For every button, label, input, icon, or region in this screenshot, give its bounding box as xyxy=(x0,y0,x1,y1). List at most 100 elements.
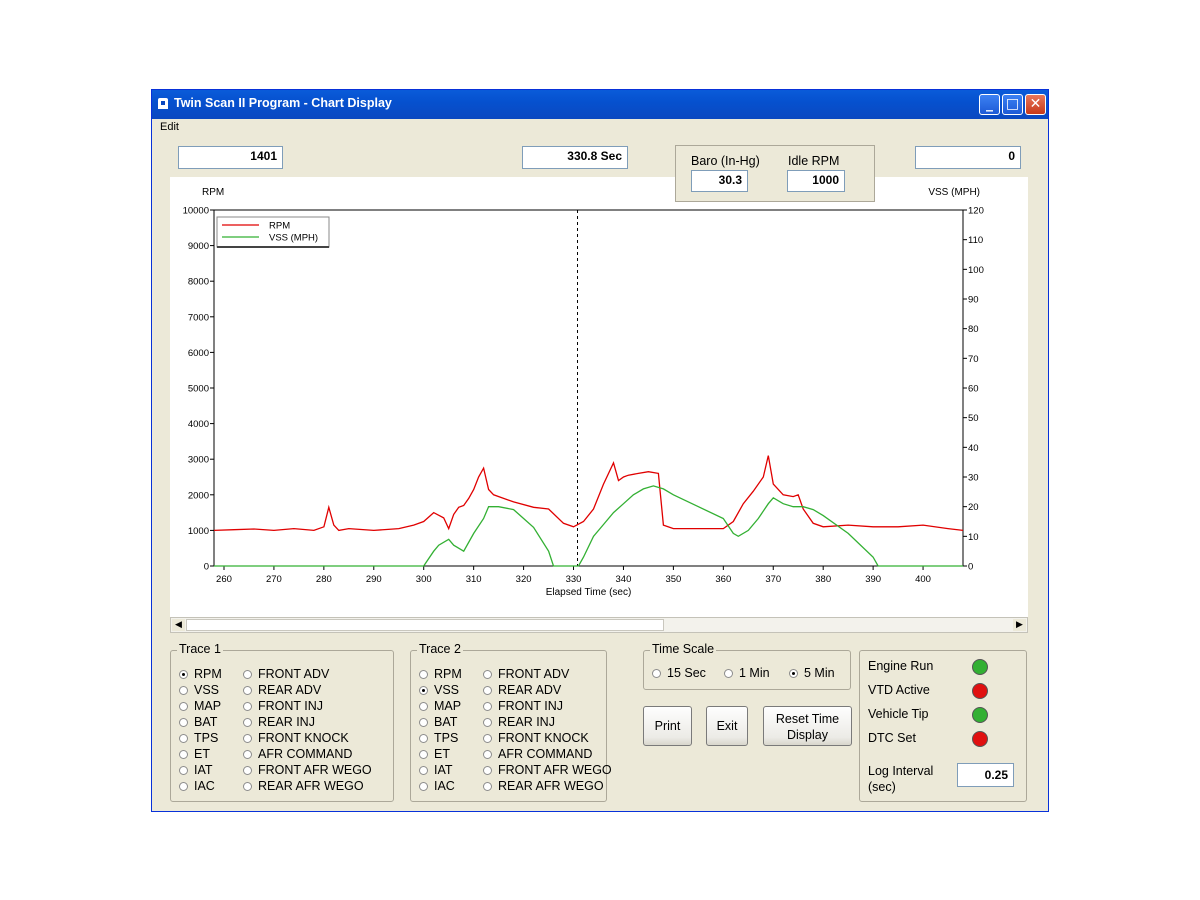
radio-circle-icon[interactable] xyxy=(483,718,492,727)
trace2-radio-et[interactable]: ET xyxy=(419,747,450,762)
trace2-radio-tps[interactable]: TPS xyxy=(419,731,458,746)
radio-circle-icon[interactable] xyxy=(483,750,492,759)
radio-circle-icon[interactable] xyxy=(724,669,733,678)
x-tick-label: 280 xyxy=(316,574,332,585)
trace1-radio-front-inj[interactable]: FRONT INJ xyxy=(243,699,323,714)
radio-circle-icon[interactable] xyxy=(243,782,252,791)
menu-edit[interactable]: Edit xyxy=(160,121,179,133)
legend-entry: VSS (MPH) xyxy=(269,233,318,244)
idle-rpm-field[interactable]: 1000 xyxy=(787,170,845,192)
radio-circle-icon[interactable] xyxy=(419,766,428,775)
trace2-radio-front-afr-wego[interactable]: FRONT AFR WEGO xyxy=(483,763,612,778)
radio-circle-icon[interactable] xyxy=(243,750,252,759)
trace1-radio-vss[interactable]: VSS xyxy=(179,683,219,698)
trace1-radio-et[interactable]: ET xyxy=(179,747,210,762)
trace1-radio-tps[interactable]: TPS xyxy=(179,731,218,746)
close-icon[interactable]: ✕ xyxy=(1025,94,1046,115)
radio-circle-icon[interactable] xyxy=(652,669,661,678)
baro-field[interactable]: 30.3 xyxy=(691,170,748,192)
radio-circle-icon[interactable] xyxy=(483,734,492,743)
radio-circle-icon[interactable] xyxy=(179,750,188,759)
radio-circle-icon[interactable] xyxy=(419,734,428,743)
trace2-radio-bat[interactable]: BAT xyxy=(419,715,457,730)
trace1-radio-rpm[interactable]: RPM xyxy=(179,667,222,682)
radio-circle-icon[interactable] xyxy=(243,670,252,679)
scroll-left-icon[interactable]: ◀ xyxy=(172,619,185,631)
radio-circle-icon[interactable] xyxy=(419,686,428,695)
time-scale-radio-5-min[interactable]: 5 Min xyxy=(789,666,835,681)
trace2-radio-afr-command[interactable]: AFR COMMAND xyxy=(483,747,592,762)
trace2-radio-rear-adv[interactable]: REAR ADV xyxy=(483,683,561,698)
trace1-radio-iat[interactable]: IAT xyxy=(179,763,213,778)
time-scale-radio-15-sec[interactable]: 15 Sec xyxy=(652,666,706,681)
vss-readout[interactable]: 0 xyxy=(915,146,1021,169)
radio-circle-icon[interactable] xyxy=(243,734,252,743)
radio-circle-icon[interactable] xyxy=(179,686,188,695)
radio-circle-icon[interactable] xyxy=(419,782,428,791)
trace2-radio-rear-afr-wego[interactable]: REAR AFR WEGO xyxy=(483,779,604,794)
rpm-readout[interactable]: 1401 xyxy=(178,146,283,169)
radio-circle-icon[interactable] xyxy=(179,718,188,727)
radio-circle-icon[interactable] xyxy=(483,670,492,679)
radio-label: BAT xyxy=(194,715,218,729)
radio-circle-icon[interactable] xyxy=(483,702,492,711)
y-right-tick-label: 110 xyxy=(968,235,983,246)
trace1-radio-rear-adv[interactable]: REAR ADV xyxy=(243,683,321,698)
trace2-radio-front-inj[interactable]: FRONT INJ xyxy=(483,699,563,714)
radio-circle-icon[interactable] xyxy=(243,686,252,695)
status-led-icon xyxy=(972,707,988,723)
radio-circle-icon[interactable] xyxy=(243,718,252,727)
radio-label: REAR ADV xyxy=(498,683,562,697)
trace1-radio-rear-afr-wego[interactable]: REAR AFR WEGO xyxy=(243,779,364,794)
radio-circle-icon[interactable] xyxy=(179,702,188,711)
trace2-radio-front-knock[interactable]: FRONT KNOCK xyxy=(483,731,589,746)
trace2-radio-vss[interactable]: VSS xyxy=(419,683,459,698)
trace1-radio-iac[interactable]: IAC xyxy=(179,779,215,794)
radio-circle-icon[interactable] xyxy=(179,670,188,679)
log-interval-field[interactable]: 0.25 xyxy=(957,763,1014,787)
trace1-radio-front-adv[interactable]: FRONT ADV xyxy=(243,667,329,682)
trace2-radio-iat[interactable]: IAT xyxy=(419,763,453,778)
status-label-vehicle-tip: Vehicle Tip xyxy=(868,707,929,721)
radio-circle-icon[interactable] xyxy=(179,782,188,791)
time-scrollbar[interactable]: ◀ ▶ xyxy=(170,617,1028,633)
radio-circle-icon[interactable] xyxy=(789,669,798,678)
trace1-radio-afr-command[interactable]: AFR COMMAND xyxy=(243,747,352,762)
trace2-radio-iac[interactable]: IAC xyxy=(419,779,455,794)
radio-circle-icon[interactable] xyxy=(243,702,252,711)
radio-circle-icon[interactable] xyxy=(179,766,188,775)
radio-circle-icon[interactable] xyxy=(243,766,252,775)
radio-circle-icon[interactable] xyxy=(419,750,428,759)
radio-circle-icon[interactable] xyxy=(419,670,428,679)
scroll-thumb[interactable] xyxy=(186,619,664,631)
time-scale-radio-1-min[interactable]: 1 Min xyxy=(724,666,770,681)
trace2-radio-front-adv[interactable]: FRONT ADV xyxy=(483,667,569,682)
radio-circle-icon[interactable] xyxy=(419,702,428,711)
maximize-icon[interactable]: □ xyxy=(1002,94,1023,115)
trace1-radio-map[interactable]: MAP xyxy=(179,699,221,714)
minimize-icon[interactable]: _ xyxy=(979,94,1000,115)
radio-label: IAC xyxy=(434,779,455,793)
radio-circle-icon[interactable] xyxy=(179,734,188,743)
trace1-radio-bat[interactable]: BAT xyxy=(179,715,217,730)
y-right-tick-label: 100 xyxy=(968,265,984,276)
radio-label: 1 Min xyxy=(739,666,770,680)
print-button[interactable]: Print xyxy=(643,706,692,746)
exit-button[interactable]: Exit xyxy=(706,706,748,746)
title-bar[interactable]: Twin Scan II Program - Chart Display _ □… xyxy=(152,90,1048,119)
trace2-radio-rpm[interactable]: RPM xyxy=(419,667,462,682)
trace2-radio-rear-inj[interactable]: REAR INJ xyxy=(483,715,555,730)
radio-circle-icon[interactable] xyxy=(483,766,492,775)
time-readout[interactable]: 330.8 Sec xyxy=(522,146,628,169)
status-led-icon xyxy=(972,731,988,747)
reset-time-display-button[interactable]: Reset Time Display xyxy=(763,706,852,746)
radio-circle-icon[interactable] xyxy=(483,686,492,695)
scroll-right-icon[interactable]: ▶ xyxy=(1013,619,1026,631)
radio-circle-icon[interactable] xyxy=(419,718,428,727)
radio-circle-icon[interactable] xyxy=(483,782,492,791)
x-tick-label: 300 xyxy=(416,574,432,585)
trace1-radio-front-knock[interactable]: FRONT KNOCK xyxy=(243,731,349,746)
trace2-radio-map[interactable]: MAP xyxy=(419,699,461,714)
trace1-radio-front-afr-wego[interactable]: FRONT AFR WEGO xyxy=(243,763,372,778)
trace1-radio-rear-inj[interactable]: REAR INJ xyxy=(243,715,315,730)
